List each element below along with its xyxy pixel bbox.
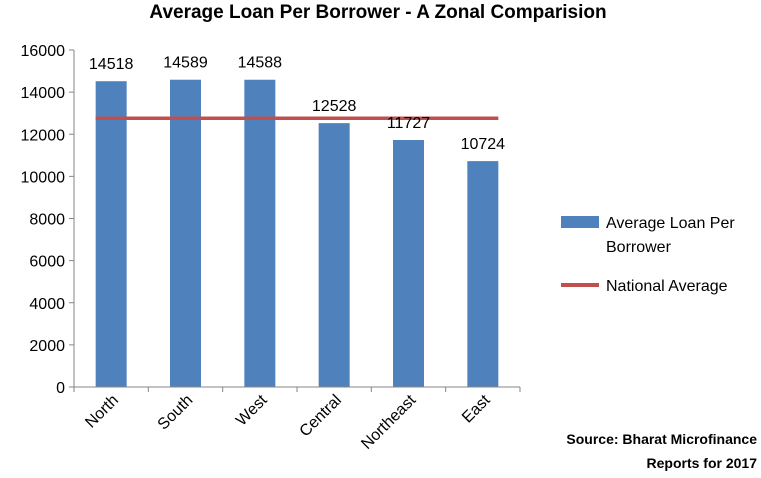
bar-northeast — [393, 140, 424, 387]
legend-label-line: National Average — [606, 278, 728, 295]
data-label: 14588 — [238, 55, 283, 72]
data-label: 11727 — [387, 115, 430, 132]
legend-label-bars-line2: Borrower — [606, 239, 672, 256]
bar-north — [95, 81, 127, 387]
bar-east — [467, 161, 499, 387]
x-tick-label: Central — [297, 392, 345, 440]
y-tick-label: 0 — [56, 380, 65, 397]
bar-central — [318, 123, 350, 387]
x-tick-label: North — [82, 392, 122, 432]
y-tick-label: 4000 — [29, 296, 65, 313]
y-tick-label: 12000 — [21, 127, 66, 144]
y-tick-label: 6000 — [29, 254, 65, 271]
x-tick-label: East — [459, 391, 494, 426]
legend-label-bars-line1: Average Loan Per — [606, 215, 735, 232]
legend-swatch-bars — [561, 216, 599, 228]
x-axis: North South West Central Northeast East — [73, 386, 521, 453]
source-line-2: Reports for 2017 — [647, 455, 758, 471]
y-tick-label: 16000 — [21, 43, 66, 60]
data-label: 14518 — [89, 56, 134, 73]
chart-title: Average Loan Per Borrower - A Zonal Comp… — [149, 2, 606, 23]
y-tick-label: 14000 — [21, 85, 66, 102]
data-label: 12528 — [312, 98, 357, 115]
legend: Average Loan Per Borrower National Avera… — [561, 215, 735, 295]
y-axis: 0 2000 4000 6000 8000 10000 12000 14000 16000 — [21, 43, 75, 397]
x-tick-label: West — [233, 391, 271, 429]
bar-south — [170, 79, 201, 388]
x-tick-label: Northeast — [358, 391, 419, 452]
y-tick-label: 2000 — [29, 338, 65, 355]
data-label: 14589 — [163, 55, 208, 72]
y-tick-label: 10000 — [21, 169, 66, 186]
data-labels: 14518 14589 14588 12528 11727 10724 — [89, 55, 505, 153]
source-line-1: Source: Bharat Microfinance — [566, 431, 757, 447]
y-tick-label: 8000 — [29, 212, 65, 229]
x-tick-label: South — [155, 392, 197, 434]
data-label: 10724 — [461, 136, 506, 153]
bar-west — [244, 79, 276, 388]
plot-area — [95, 79, 499, 388]
